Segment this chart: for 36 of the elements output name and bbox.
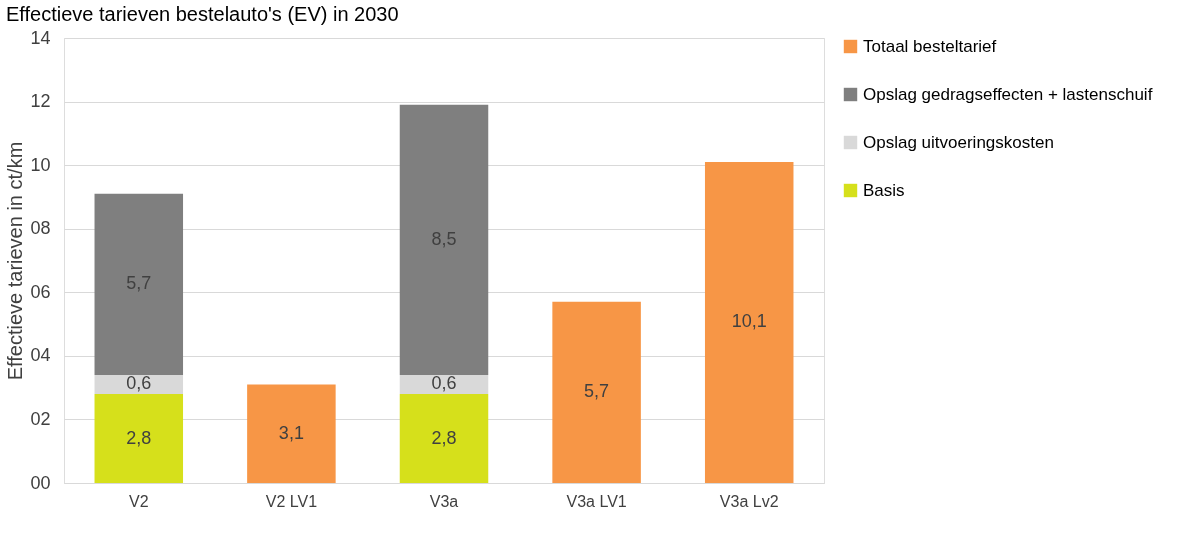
text: 0,6 [126,373,152,394]
text: 5,7 [126,273,152,294]
x-tick-label: V3a [429,492,459,510]
y-tick-label: 04 [30,345,51,366]
text: 10,1 [731,311,767,332]
bar [399,104,489,375]
y-tick-label: 14 [30,27,51,48]
bar [399,374,489,394]
y-tick-label: 12 [30,91,51,112]
legend-label: Basis [863,180,905,200]
y-tick-label: 00 [30,472,51,493]
text: 8,5 [431,228,457,249]
x-tick-label: V3a LV1 [566,492,627,510]
text: 5,7 [584,381,610,402]
chart-title: Effectieve tarieven bestelauto's (EV) in 2030 [5,3,399,25]
y-tick-label: 06 [30,281,51,302]
text: 2,8 [126,427,152,448]
text: 0,6 [431,373,457,394]
y-tick-label: 10 [30,154,51,175]
bar [94,394,184,483]
text: 3,1 [278,422,304,443]
bar [704,161,794,483]
x-tick-label: V2 LV1 [265,492,318,510]
legend-label: Totaal besteltarief [863,36,997,56]
y-tick-label: 08 [30,218,51,239]
bar [247,384,336,483]
x-tick-label: V2 [128,492,149,510]
legend-label: Opslag uitvoeringskosten [863,132,1054,152]
y-tick-label: 02 [30,408,51,429]
bar [552,301,641,483]
text: 2,8 [431,427,457,448]
x-tick-label: V3a Lv2 [719,492,779,510]
y-axis-title: Effectieve tarieven in ct/km [4,141,27,381]
bar [399,394,489,483]
bar [94,193,184,375]
legend-label: Opslag gedragseffecten + lastenschuif [863,84,1153,104]
